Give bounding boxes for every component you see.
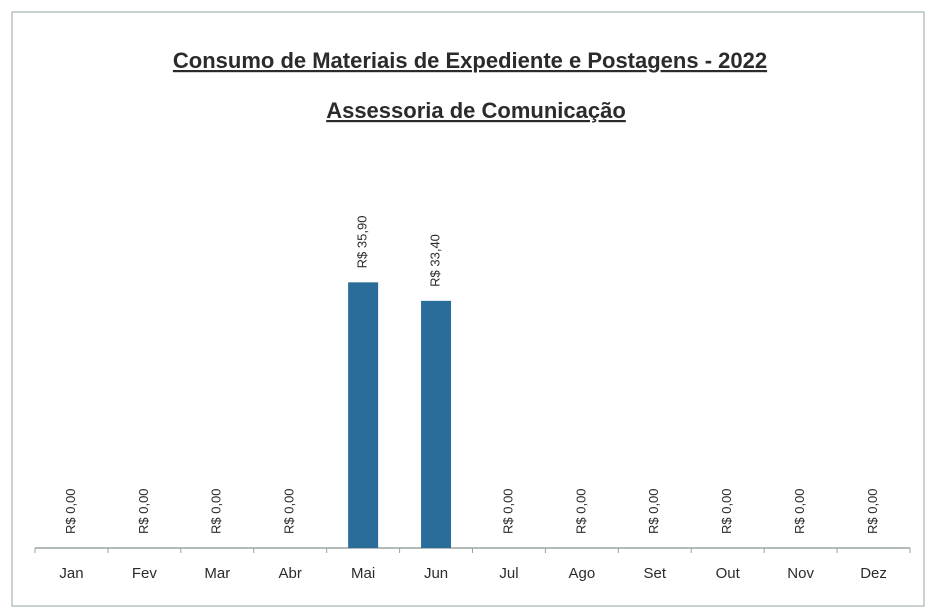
x-tick-label: Mar — [204, 565, 230, 582]
x-tick-label: Mai — [351, 565, 375, 582]
x-tick-label: Jan — [59, 565, 83, 582]
chart-subtitle: Assessoria de Comunicação — [326, 98, 626, 123]
x-tick-label: Jul — [499, 565, 518, 582]
data-label: R$ 0,00 — [63, 488, 78, 534]
x-tick-label: Out — [716, 565, 741, 582]
bar — [421, 300, 452, 548]
x-tick-label: Set — [644, 565, 667, 582]
x-tick-label: Abr — [279, 565, 302, 582]
x-tick-label: Jun — [424, 565, 448, 582]
x-tick-label: Nov — [787, 565, 814, 582]
data-label: R$ 0,00 — [646, 488, 661, 534]
data-label: R$ 0,00 — [282, 488, 297, 534]
data-label: R$ 35,90 — [355, 216, 370, 269]
data-label: R$ 0,00 — [865, 488, 880, 534]
data-label: R$ 0,00 — [573, 488, 588, 534]
data-label: R$ 33,40 — [427, 234, 442, 287]
data-label: R$ 0,00 — [719, 488, 734, 534]
x-tick-label: Dez — [860, 565, 887, 582]
chart-frame — [11, 11, 925, 607]
x-tick-label: Fev — [132, 565, 158, 582]
data-label: R$ 0,00 — [136, 488, 151, 534]
x-tick-label: Ago — [569, 565, 596, 582]
chart-title: Consumo de Materiais de Expediente e Pos… — [173, 48, 767, 73]
data-label: R$ 0,00 — [209, 488, 224, 534]
data-label: R$ 0,00 — [500, 488, 515, 534]
bar — [348, 282, 379, 548]
data-label: R$ 0,00 — [792, 488, 807, 534]
